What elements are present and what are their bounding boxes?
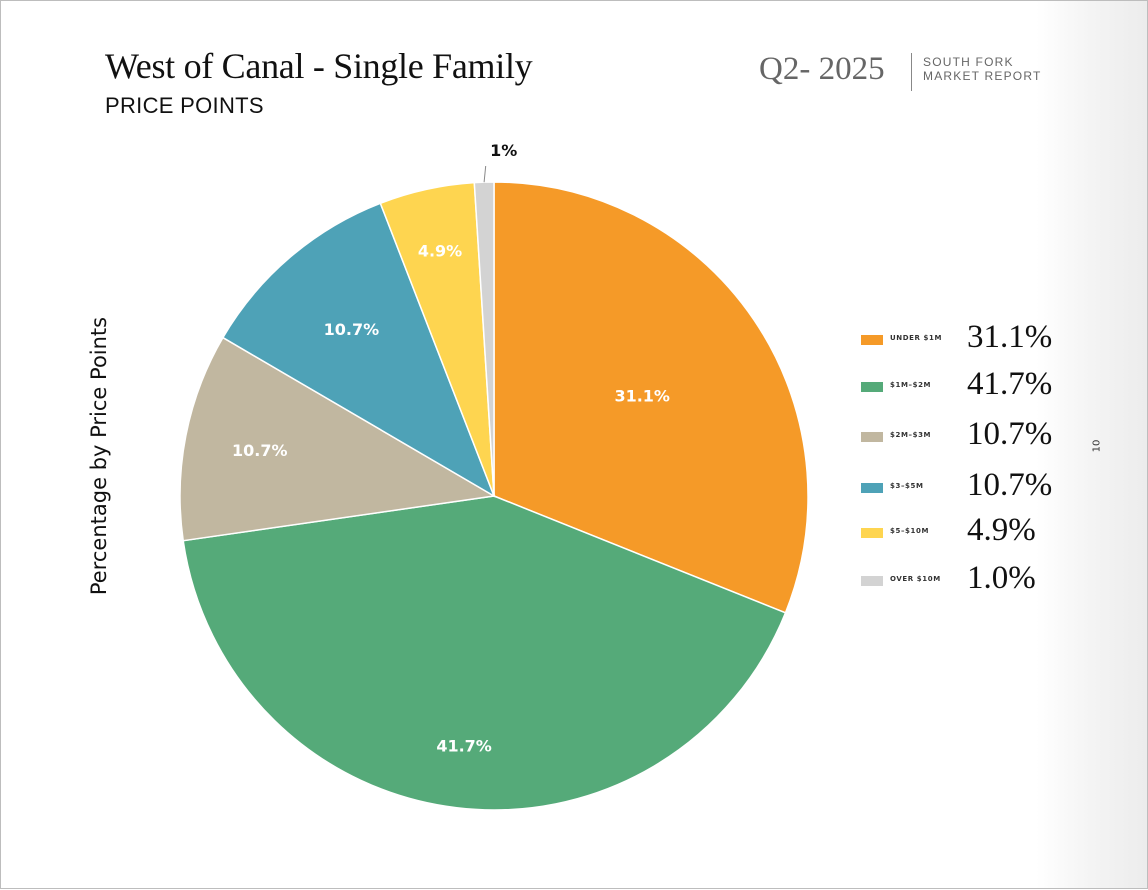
legend-value: 10.7% xyxy=(967,416,1053,452)
pie-slice xyxy=(179,336,497,542)
legend-value: 1.0% xyxy=(967,560,1036,596)
legend-item: UNDER $1M 31.1% xyxy=(861,319,1061,359)
legend-swatch xyxy=(861,528,883,538)
slice-data-label: 41.7% xyxy=(436,736,492,755)
slice-data-label: 10.7% xyxy=(324,320,380,339)
legend-item: $3–$5M 10.7% xyxy=(861,467,1061,507)
legend-item: $1M–$2M 41.7% xyxy=(861,366,1061,406)
pie-slice xyxy=(182,495,787,811)
legend-label: $2M–$3M xyxy=(890,431,932,439)
chart-title: West of Canal - Single Family xyxy=(105,46,533,86)
legend-swatch xyxy=(861,335,883,345)
legend-item: OVER $10M 1.0% xyxy=(861,560,1061,600)
pie-slice xyxy=(221,202,496,498)
slice-data-label: 4.9% xyxy=(418,242,462,261)
legend-value: 10.7% xyxy=(967,467,1053,503)
legend-value: 31.1% xyxy=(967,319,1053,355)
slice-data-label: 10.7% xyxy=(232,441,288,460)
quarter-label: Q2- 2025 xyxy=(759,51,885,87)
slice-data-label: 31.1% xyxy=(614,387,670,406)
legend-swatch xyxy=(861,576,883,586)
legend-label: $5–$10M xyxy=(890,527,930,535)
header-divider xyxy=(911,53,912,91)
legend-label: $1M–$2M xyxy=(890,381,932,389)
legend-label: $3–$5M xyxy=(890,482,924,490)
legend-value: 41.7% xyxy=(967,366,1053,402)
chart-subtitle: PRICE POINTS xyxy=(105,93,264,118)
report-name-line2: MARKET REPORT xyxy=(923,69,1042,83)
legend-label: UNDER $1M xyxy=(890,334,943,342)
legend-value: 4.9% xyxy=(967,512,1036,548)
legend-swatch xyxy=(861,432,883,442)
slice-data-label: 1% xyxy=(490,141,517,160)
page-number: 10 xyxy=(1091,439,1103,453)
pie-slice xyxy=(493,181,809,614)
legend-swatch xyxy=(861,483,883,493)
report-name-line1: SOUTH FORK xyxy=(923,55,1014,69)
legend-item: $2M–$3M 10.7% xyxy=(861,416,1061,456)
legend-label: OVER $10M xyxy=(890,575,941,583)
slice-leader-line xyxy=(483,165,487,183)
legend-item: $5–$10M 4.9% xyxy=(861,512,1061,552)
legend-swatch xyxy=(861,382,883,392)
report-name: SOUTH FORK MARKET REPORT xyxy=(923,55,1042,83)
